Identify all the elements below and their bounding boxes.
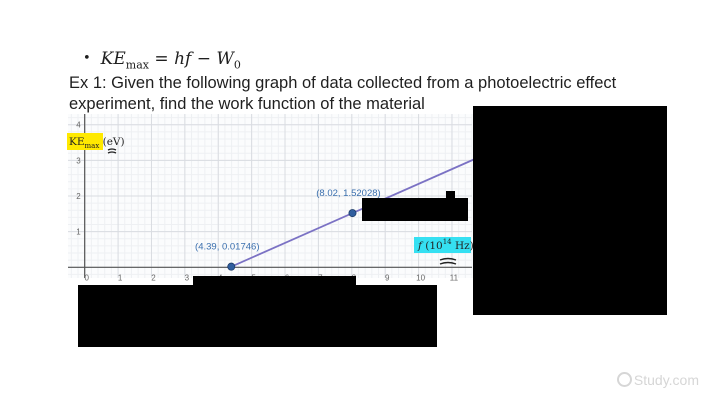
- y-axis-title-sub: max: [85, 142, 100, 150]
- y-axis-title-unit: (eV): [99, 136, 124, 148]
- x-axis-title-unit-close: Hz): [452, 240, 474, 252]
- x-axis-title: f (1014 Hz): [417, 238, 474, 252]
- x-tick-label: 2: [151, 273, 156, 282]
- x-label-highlight: [414, 237, 471, 253]
- y-axis-title: KEmax (eV): [69, 136, 125, 150]
- y-tick-label: 4: [76, 121, 81, 130]
- example-prompt: Ex 1: Given the following graph of data …: [69, 74, 617, 113]
- redaction-box-middle: [362, 198, 468, 221]
- y-tick-label: 3: [76, 156, 81, 165]
- x-axis-title-var: f: [417, 240, 424, 252]
- y-label-highlight: [67, 133, 103, 150]
- x-tick-label: 11: [450, 273, 459, 282]
- study-watermark: Study.com: [616, 372, 699, 388]
- series-line: [230, 152, 490, 268]
- formula-bullet: •: [83, 51, 91, 66]
- redaction-box-bottom: [78, 285, 437, 347]
- x-axis-title-exp: 14: [443, 238, 452, 246]
- y-label-pen-mark-icon: [107, 148, 117, 154]
- y-axis-title-main: KE: [69, 136, 85, 148]
- formula-w: W: [216, 49, 234, 69]
- y-tick-label: 1: [76, 228, 81, 237]
- x-tick-label: 10: [416, 273, 425, 282]
- redaction-box-right: [473, 106, 667, 315]
- redaction-box-bottom-tab: [193, 276, 356, 287]
- x-tick-label: 0: [84, 273, 89, 282]
- watermark-logo-icon: [616, 372, 632, 387]
- watermark-text: Study.com: [633, 372, 699, 388]
- redaction-box-middle-tab: [446, 191, 455, 200]
- data-point: [227, 262, 236, 271]
- x-tick-label: 3: [185, 273, 190, 282]
- work-function-formula: • KEmax = hf − W0: [83, 49, 241, 71]
- formula-ke: KE: [100, 49, 126, 69]
- x-axis-title-unit-open: (10: [422, 240, 443, 252]
- data-point-label: (4.39, 0.01746): [195, 242, 259, 253]
- formula-minus: −: [191, 49, 217, 69]
- x-label-pen-mark-icon: [439, 257, 457, 265]
- data-point: [348, 209, 357, 218]
- data-point-label: (8.02, 1.52028): [316, 188, 380, 199]
- formula-hf: hf: [174, 49, 192, 69]
- x-tick-label: 9: [385, 273, 390, 282]
- formula-equals: =: [149, 49, 175, 69]
- formula-w-sub: 0: [233, 58, 241, 72]
- y-tick-label: 2: [76, 192, 81, 201]
- formula-ke-sub: max: [125, 58, 149, 72]
- x-tick-label: 1: [118, 273, 123, 282]
